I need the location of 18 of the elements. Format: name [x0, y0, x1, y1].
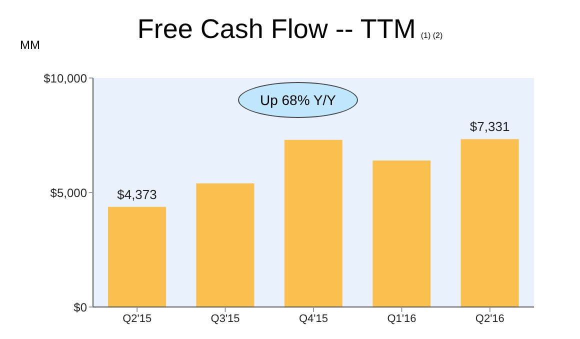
data-label: $7,331 — [470, 119, 510, 134]
bar — [284, 140, 342, 307]
bar — [196, 183, 254, 307]
x-tick-label: Q4'15 — [298, 312, 328, 325]
x-tick-label: Q2'16 — [475, 312, 504, 325]
bar — [372, 160, 431, 307]
x-tick-label: Q2'15 — [122, 312, 152, 325]
x-tick-label: Q3'15 — [210, 312, 240, 325]
bar — [108, 206, 166, 307]
bar — [460, 139, 519, 307]
chart-subtitle: (1) (2) — [420, 31, 443, 40]
chart-title: Free Cash Flow -- TTM — [137, 14, 416, 44]
x-tick-label: Q1'16 — [387, 312, 416, 325]
y-tick-label: $0 — [74, 300, 88, 314]
y-axis-title: MM — [20, 38, 40, 52]
y-tick-label: $5,000 — [50, 186, 88, 200]
y-tick-label: $10,000 — [44, 71, 88, 86]
data-label: $4,373 — [117, 186, 157, 202]
